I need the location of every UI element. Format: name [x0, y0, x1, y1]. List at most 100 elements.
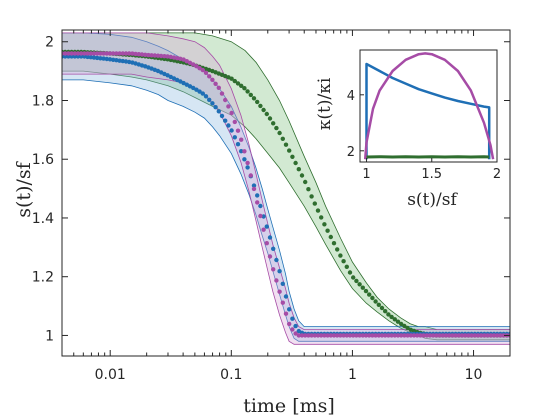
point-series-2 [367, 333, 372, 338]
point-series-2 [139, 52, 145, 57]
point-series-0 [235, 81, 241, 86]
point-series-0 [264, 111, 269, 117]
point-series-2 [319, 333, 324, 338]
point-series-0 [293, 160, 298, 166]
main-plot-axes: 0.01 0.1 1 10 1 1.2 1.4 1.6 1.8 2 [32, 29, 511, 383]
point-series-2 [293, 331, 298, 336]
point-series-2 [402, 333, 407, 338]
point-series-0 [258, 103, 263, 109]
point-series-2 [389, 333, 394, 338]
point-series-2 [277, 289, 282, 294]
point-series-2 [149, 53, 154, 58]
point-series-1 [98, 56, 103, 61]
point-series-2 [261, 227, 266, 232]
point-series-2 [418, 333, 423, 338]
x-tick-label: 0.1 [220, 367, 242, 383]
point-series-0 [360, 285, 365, 290]
point-series-1 [197, 89, 202, 94]
point-series-0 [335, 247, 340, 252]
y-tick-label: 1.4 [32, 211, 54, 227]
point-series-2 [72, 51, 78, 56]
point-series-2 [239, 137, 244, 142]
point-series-2 [392, 333, 397, 338]
point-series-0 [325, 228, 330, 233]
point-series-1 [264, 224, 269, 229]
point-series-2 [274, 278, 279, 283]
point-series-0 [277, 130, 282, 136]
point-series-2 [290, 327, 295, 332]
inset-y-axis-label: κ(t)/κi [315, 77, 335, 130]
point-series-2 [104, 51, 110, 56]
point-series-0 [315, 208, 321, 213]
point-series-1 [191, 85, 196, 91]
point-series-1 [277, 269, 282, 274]
point-series-2 [229, 110, 234, 116]
point-series-2 [85, 51, 90, 56]
point-series-2 [456, 333, 461, 338]
point-series-2 [360, 333, 365, 338]
point-series-2 [482, 333, 487, 338]
point-series-2 [463, 333, 468, 338]
point-series-2 [143, 52, 148, 57]
point-series-2 [200, 67, 205, 73]
inset-fill [360, 50, 497, 162]
point-series-0 [274, 125, 279, 131]
point-series-2 [315, 333, 321, 338]
point-series-2 [91, 51, 97, 56]
point-series-2 [203, 70, 209, 76]
band-lower-edge-0 [62, 70, 510, 341]
point-series-0 [357, 282, 362, 287]
point-series-2 [479, 333, 484, 338]
point-series-2 [335, 333, 340, 338]
point-series-2 [280, 300, 285, 305]
point-series-2 [450, 333, 455, 338]
point-series-2 [383, 333, 388, 338]
inset-line-series-1 [363, 52, 495, 160]
y-tick-label: 1.2 [32, 270, 54, 286]
point-series-2 [415, 333, 420, 338]
point-series-0 [312, 201, 317, 206]
point-series-1 [216, 109, 221, 114]
point-series-2 [258, 213, 263, 219]
point-series-0 [373, 299, 378, 304]
point-series-2 [283, 311, 289, 316]
point-series-2 [107, 51, 113, 56]
point-series-2 [69, 51, 74, 56]
point-series-0 [229, 76, 234, 81]
point-series-2 [312, 333, 317, 338]
point-series-2 [146, 52, 151, 58]
point-series-2 [434, 333, 439, 338]
point-series-0 [280, 136, 285, 141]
point-series-2 [75, 51, 81, 56]
point-series-0 [251, 96, 257, 101]
point-series-2 [267, 254, 273, 259]
point-series-0 [306, 187, 311, 192]
point-series-0 [242, 86, 247, 91]
point-series-2 [255, 200, 260, 205]
point-series-2 [271, 267, 276, 272]
point-series-2 [347, 333, 353, 338]
point-series-1 [91, 55, 97, 60]
point-series-2 [130, 51, 135, 56]
point-series-2 [194, 63, 199, 69]
point-series-1 [210, 101, 215, 106]
point-series-2 [328, 333, 333, 338]
point-series-2 [491, 333, 497, 338]
main-plot-points [62, 49, 510, 338]
point-series-2 [325, 333, 330, 338]
point-series-0 [290, 154, 295, 159]
point-series-2 [309, 333, 314, 338]
inset-x-axis-label: s(t)/sf [407, 190, 458, 210]
point-series-1 [255, 193, 260, 198]
point-series-2 [338, 333, 343, 338]
point-series-2 [242, 149, 247, 154]
y-tick-label: 2 [45, 35, 54, 51]
point-series-2 [95, 51, 100, 56]
point-series-2 [213, 81, 218, 87]
point-series-2 [98, 51, 103, 56]
point-series-0 [271, 121, 276, 126]
point-series-2 [405, 333, 410, 338]
point-series-2 [363, 333, 369, 338]
point-series-0 [283, 142, 289, 147]
